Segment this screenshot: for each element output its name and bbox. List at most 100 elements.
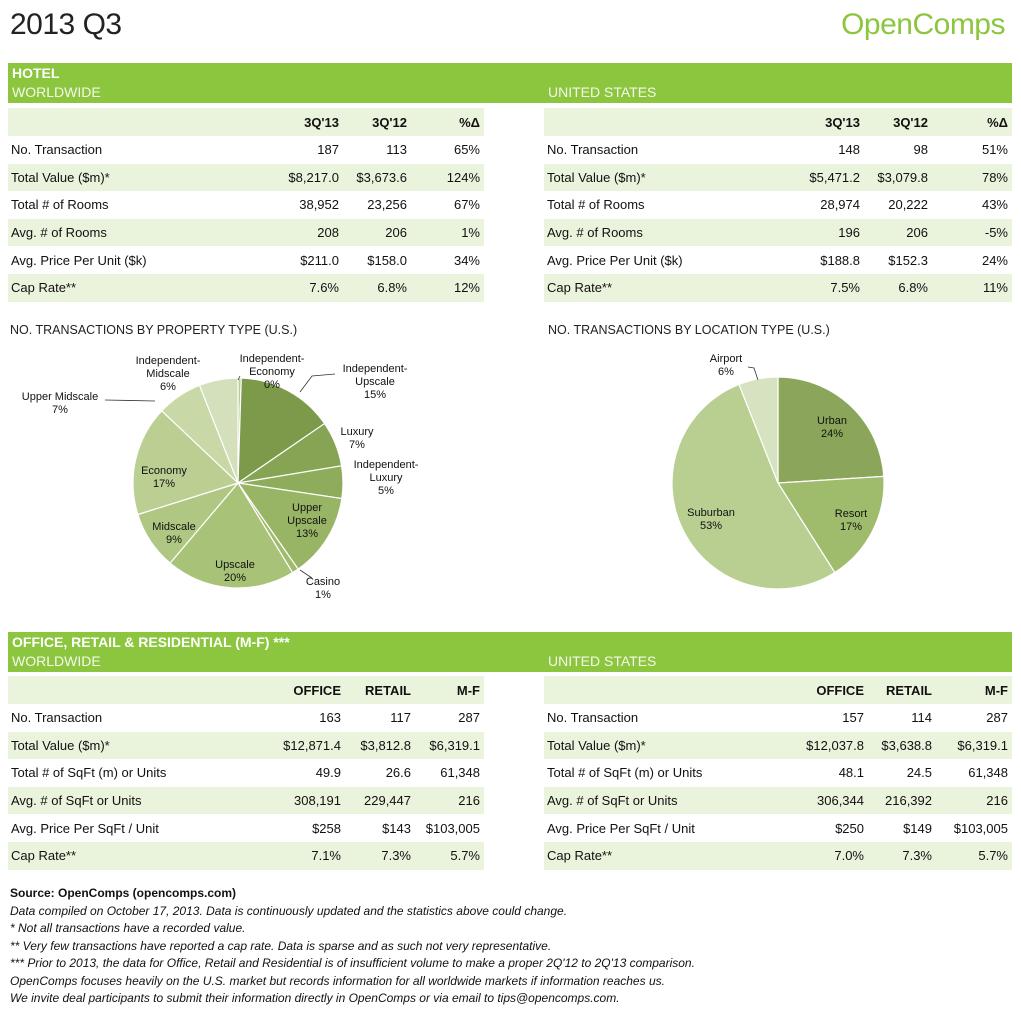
row-value: 1% bbox=[411, 218, 484, 247]
row-value: $188.8 bbox=[820, 252, 860, 268]
office-section-band: OFFICE, RETAIL & RESIDENTIAL (M-F) *** W… bbox=[8, 632, 1012, 672]
column-header: 3Q'13 bbox=[784, 108, 864, 136]
row-value: 6.8% bbox=[343, 273, 411, 302]
table-row: No. Transaction 157 114 287 bbox=[544, 704, 1012, 732]
table-header-row: 3Q'13 3Q'12 %Δ bbox=[8, 108, 484, 136]
table-row: Avg. Price Per SqFt / Unit $250 $149 $103,0… bbox=[544, 814, 1012, 842]
table-row: No. Transaction 187 113 65% bbox=[8, 136, 484, 164]
row-value: 26.6 bbox=[385, 765, 411, 781]
footer-note-6: We invite deal participants to submit th… bbox=[10, 991, 620, 1005]
row-value: 157 bbox=[842, 710, 864, 726]
row-value: $6,319.1 bbox=[415, 731, 484, 760]
table-row: Avg. # of SqFt or Units 308,191 229,447 216 bbox=[8, 786, 484, 815]
row-value: $211.0 bbox=[300, 252, 339, 268]
report-title: 2013 Q3 bbox=[10, 8, 122, 41]
row-value: 216 bbox=[415, 786, 484, 815]
table-row: Total # of Rooms 28,974 20,222 43% bbox=[544, 191, 1012, 219]
pie-slice-resort bbox=[776, 475, 885, 574]
column-header: %Δ bbox=[932, 108, 1012, 136]
row-label: Cap Rate** bbox=[544, 841, 784, 870]
table-header-row: OFFICE RETAIL M-F bbox=[544, 676, 1012, 704]
row-value: 124% bbox=[411, 163, 484, 192]
table-row: No. Transaction 148 98 51% bbox=[544, 136, 1012, 164]
row-value: 163 bbox=[319, 710, 341, 726]
row-value: $103,005 bbox=[953, 820, 1008, 836]
table-row: Total # of Rooms 38,952 23,256 67% bbox=[8, 191, 484, 219]
row-value: 216 bbox=[936, 786, 1012, 815]
pie-label-upscale: Upscale 20% bbox=[215, 559, 255, 584]
row-value: 28,974 bbox=[820, 197, 860, 213]
office-us-label: UNITED STATES bbox=[548, 653, 657, 669]
pie-leader-line bbox=[237, 375, 241, 381]
row-value: 65% bbox=[453, 142, 480, 158]
row-value: $143 bbox=[382, 820, 411, 836]
pie-label-economy: Economy 17% bbox=[141, 465, 187, 490]
column-header: RETAIL bbox=[868, 676, 936, 704]
row-value: $152.3 bbox=[888, 252, 928, 268]
footer-source: Source: OpenComps (opencomps.com) bbox=[10, 886, 237, 900]
column-header: RETAIL bbox=[345, 676, 415, 704]
row-value: 216,392 bbox=[868, 786, 936, 815]
footer-note-3: ** Very few transactions have reported a… bbox=[10, 938, 552, 953]
row-value: 196 bbox=[784, 218, 864, 247]
footer-note-5: OpenComps focuses heavily on the U.S. ma… bbox=[10, 973, 665, 988]
column-header: OFFICE bbox=[784, 676, 868, 704]
row-value: 49.9 bbox=[315, 765, 341, 781]
table-header-blank bbox=[544, 108, 784, 136]
row-value: 117 bbox=[390, 710, 411, 726]
pie-slice-independent-midscale bbox=[198, 377, 239, 484]
row-value: 51% bbox=[981, 142, 1008, 158]
row-label: Total # of SqFt (m) or Units bbox=[11, 765, 167, 781]
table-header-row: OFFICE RETAIL M-F bbox=[8, 676, 484, 704]
footer-note-1: Data compiled on October 17, 2013. Data … bbox=[10, 903, 568, 918]
hotel-worldwide-table: 3Q'13 3Q'12 %Δ No. Transaction 187 113 65% Tota… bbox=[8, 108, 484, 302]
row-value: 287 bbox=[458, 710, 480, 726]
table-header-row: 3Q'13 3Q'12 %Δ bbox=[544, 108, 1012, 136]
footer-note-4: *** Prior to 2013, the data for Office, … bbox=[10, 956, 695, 970]
row-value: -5% bbox=[932, 218, 1012, 247]
row-value: $3,673.6 bbox=[343, 163, 411, 192]
office-us-table: OFFICE RETAIL M-F No. Transaction 157 114 287 T… bbox=[544, 676, 1012, 870]
table-row: Total Value ($m)* $8,217.0 $3,673.6 124% bbox=[8, 163, 484, 192]
pie-slice-urban bbox=[777, 376, 885, 484]
row-label: Cap Rate** bbox=[544, 273, 784, 302]
property-type-chart-title: NO. TRANSACTIONS BY PROPERTY TYPE (U.S.) bbox=[10, 323, 298, 337]
table-row: Total Value ($m)* $12,037.8 $3,638.8 $6,319… bbox=[544, 731, 1012, 760]
row-value: 38,952 bbox=[299, 197, 339, 213]
pie-leader-line bbox=[104, 399, 156, 402]
row-value: 98 bbox=[913, 142, 928, 158]
row-value: 34% bbox=[453, 252, 480, 268]
row-value: $158.0 bbox=[367, 252, 407, 268]
row-label: No. Transaction bbox=[11, 142, 103, 158]
row-value: 114 bbox=[911, 710, 932, 726]
row-value: 43% bbox=[981, 197, 1008, 213]
pie-label-independent-luxury: Independent-Luxury 5% bbox=[354, 459, 419, 497]
hotel-section-title: HOTEL bbox=[12, 65, 60, 81]
row-label: Avg. Price Per Unit ($k) bbox=[11, 252, 147, 268]
row-value: 7.5% bbox=[784, 273, 864, 302]
row-label: Avg. Price Per SqFt / Unit bbox=[547, 820, 695, 836]
table-row: Avg. # of SqFt or Units 306,344 216,392 216 bbox=[544, 786, 1012, 815]
table-row: Avg. Price Per Unit ($k) $211.0 $158.0 34% bbox=[8, 246, 484, 274]
column-header: M-F bbox=[936, 676, 1012, 704]
column-header: %Δ bbox=[411, 108, 484, 136]
table-row: Cap Rate** 7.5% 6.8% 11% bbox=[544, 273, 1012, 302]
pie-label-independent-economy: Independent-Economy 0% bbox=[240, 353, 305, 391]
pie-slice-upper-upscale bbox=[236, 482, 343, 570]
row-value: 113 bbox=[386, 142, 407, 158]
row-value: 306,344 bbox=[784, 786, 868, 815]
row-value: 187 bbox=[317, 142, 339, 158]
column-header: 3Q'12 bbox=[343, 108, 411, 136]
pie-leader-line bbox=[299, 373, 336, 393]
pie-label-urban: Urban 24% bbox=[817, 415, 847, 440]
row-value: 5.7% bbox=[936, 841, 1012, 870]
row-value: 48.1 bbox=[838, 765, 864, 781]
row-value: 23,256 bbox=[367, 197, 407, 213]
row-value: 24% bbox=[981, 252, 1008, 268]
row-value: 7.0% bbox=[784, 841, 868, 870]
row-label: Avg. Price Per SqFt / Unit bbox=[11, 820, 159, 836]
row-value: 61,348 bbox=[440, 765, 480, 781]
table-header-blank bbox=[8, 676, 263, 704]
table-row: Avg. # of Rooms 196 206 -5% bbox=[544, 218, 1012, 247]
